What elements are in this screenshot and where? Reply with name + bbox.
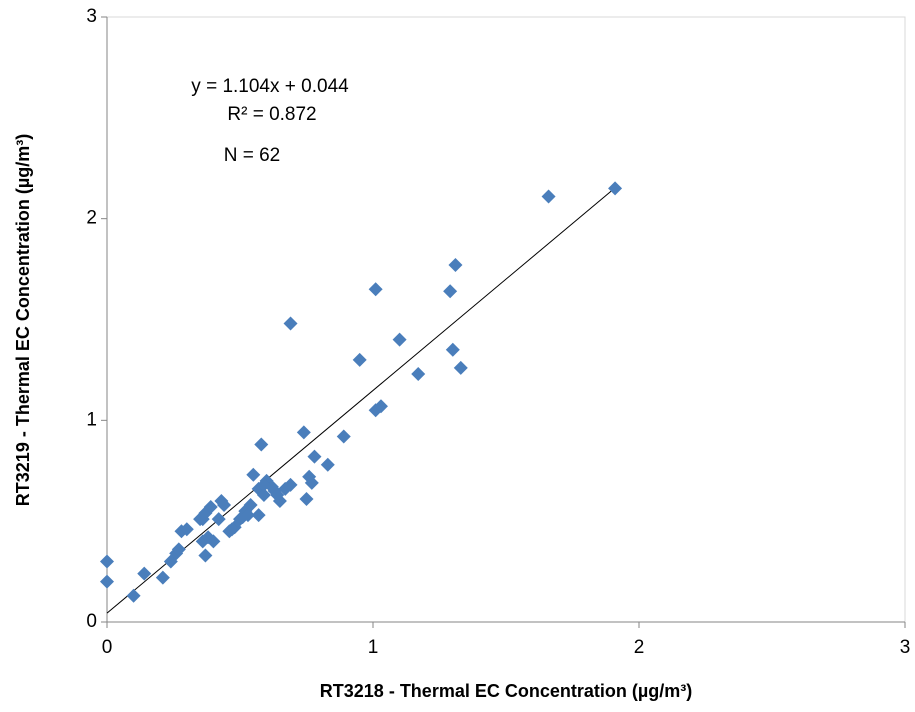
point bbox=[100, 574, 114, 589]
annotation: N = 62 bbox=[224, 145, 281, 166]
point bbox=[368, 282, 383, 297]
point bbox=[254, 437, 269, 452]
point bbox=[201, 530, 216, 545]
annotation: y = 1.104x + 0.044 bbox=[191, 76, 349, 97]
point bbox=[320, 457, 335, 472]
point bbox=[100, 554, 114, 569]
y-axis-title: RT3219 - Thermal EC Concentration (µg/m³… bbox=[13, 134, 33, 506]
x-axis-title: RT3218 - Thermal EC Concentration (µg/m³… bbox=[320, 681, 692, 701]
point bbox=[541, 189, 556, 204]
point bbox=[203, 500, 218, 515]
point bbox=[233, 512, 247, 527]
point bbox=[225, 522, 240, 537]
point bbox=[198, 548, 213, 563]
point bbox=[336, 429, 351, 444]
x-tick-label: 2 bbox=[634, 637, 645, 658]
point bbox=[608, 181, 623, 196]
x-tick-label: 3 bbox=[900, 637, 911, 658]
x-tick-label: 1 bbox=[368, 637, 379, 658]
point bbox=[256, 477, 271, 492]
x-tick-label: 0 bbox=[102, 637, 113, 658]
point bbox=[443, 284, 458, 299]
point bbox=[445, 342, 460, 357]
point bbox=[243, 498, 258, 513]
point bbox=[193, 512, 208, 527]
y-tick-label: 0 bbox=[86, 611, 97, 632]
point bbox=[217, 498, 232, 513]
point bbox=[411, 366, 426, 381]
point bbox=[211, 512, 226, 527]
point bbox=[251, 508, 266, 523]
annotation: R² = 0.872 bbox=[227, 104, 316, 125]
point bbox=[453, 360, 468, 375]
trendline bbox=[106, 187, 616, 614]
point bbox=[448, 258, 463, 273]
point bbox=[137, 566, 152, 581]
point bbox=[392, 332, 407, 347]
point bbox=[304, 475, 319, 490]
y-tick-label: 1 bbox=[86, 409, 97, 430]
y-tick-label: 3 bbox=[86, 6, 97, 27]
point bbox=[171, 542, 186, 557]
point bbox=[299, 491, 314, 506]
point bbox=[270, 487, 285, 502]
point bbox=[155, 570, 170, 585]
point bbox=[283, 477, 298, 492]
point bbox=[179, 522, 194, 537]
point bbox=[296, 425, 311, 440]
point bbox=[256, 487, 271, 502]
point bbox=[246, 467, 261, 482]
point bbox=[307, 449, 322, 464]
point bbox=[283, 316, 298, 331]
y-tick-label: 2 bbox=[86, 208, 97, 229]
point bbox=[352, 352, 367, 367]
point bbox=[373, 399, 388, 414]
point bbox=[126, 588, 141, 603]
